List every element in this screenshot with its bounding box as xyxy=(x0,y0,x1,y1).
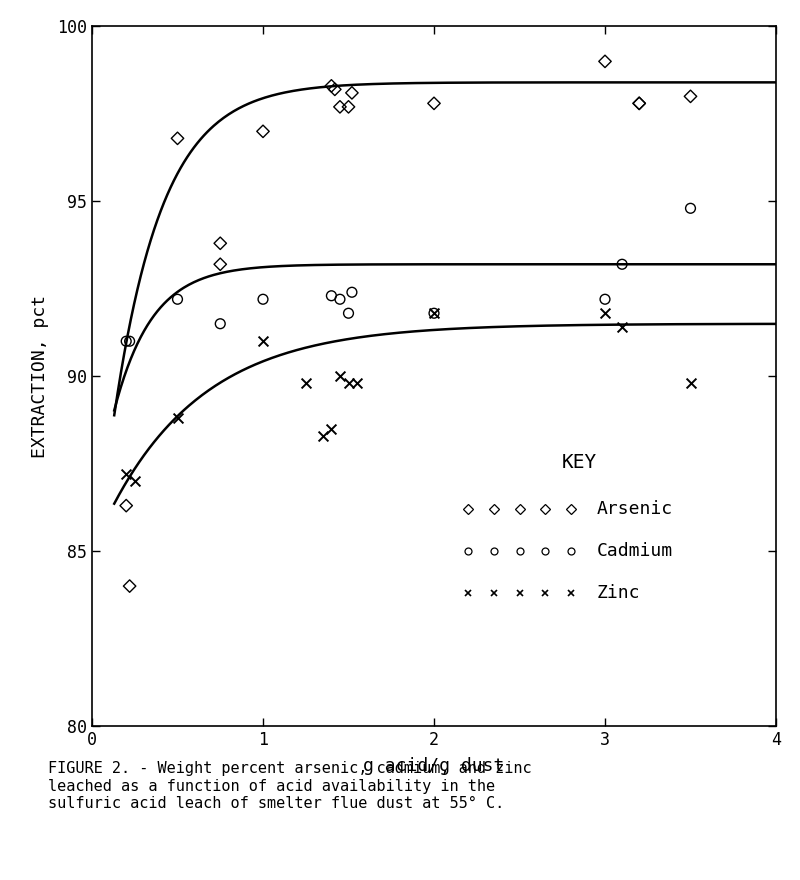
Point xyxy=(346,86,358,100)
Point xyxy=(120,334,133,348)
Point xyxy=(334,369,346,383)
X-axis label: g acid/g dust: g acid/g dust xyxy=(363,757,505,775)
Point xyxy=(342,99,355,114)
Point xyxy=(616,257,629,271)
Point xyxy=(427,306,440,320)
Point xyxy=(346,285,358,299)
Point xyxy=(214,236,226,250)
Point xyxy=(350,376,363,390)
Point xyxy=(325,422,338,436)
Text: Cadmium: Cadmium xyxy=(597,542,673,560)
Point xyxy=(598,55,611,69)
Point xyxy=(334,292,346,306)
Point xyxy=(214,317,226,331)
Text: Zinc: Zinc xyxy=(597,584,640,602)
Point xyxy=(257,124,270,138)
Point xyxy=(128,474,141,488)
Y-axis label: EXTRACTION, pct: EXTRACTION, pct xyxy=(31,295,49,458)
Point xyxy=(325,79,338,93)
Point xyxy=(257,334,270,348)
Point xyxy=(342,376,355,390)
Point xyxy=(171,131,184,145)
Point xyxy=(633,96,646,110)
Point xyxy=(427,306,440,320)
Point xyxy=(123,334,136,348)
Point xyxy=(257,292,270,306)
Point xyxy=(342,306,355,320)
Point xyxy=(633,96,646,110)
Point xyxy=(616,320,629,334)
Point xyxy=(598,292,611,306)
Point xyxy=(299,376,312,390)
Point xyxy=(598,306,611,320)
Point xyxy=(684,89,697,103)
Point xyxy=(334,99,346,114)
Text: Arsenic: Arsenic xyxy=(597,500,673,518)
Point xyxy=(325,289,338,303)
Point xyxy=(329,83,342,97)
Point xyxy=(120,499,133,513)
Point xyxy=(123,579,136,593)
Point xyxy=(317,429,330,443)
Point xyxy=(214,257,226,271)
Point xyxy=(171,411,184,425)
Point xyxy=(120,467,133,481)
Point xyxy=(171,292,184,306)
Point xyxy=(684,376,697,390)
Text: KEY: KEY xyxy=(562,453,597,473)
Text: FIGURE 2. - Weight percent arsenic, cadmium, and zinc
leached as a function of a: FIGURE 2. - Weight percent arsenic, cadm… xyxy=(48,761,532,811)
Point xyxy=(427,96,440,110)
Point xyxy=(684,202,697,216)
